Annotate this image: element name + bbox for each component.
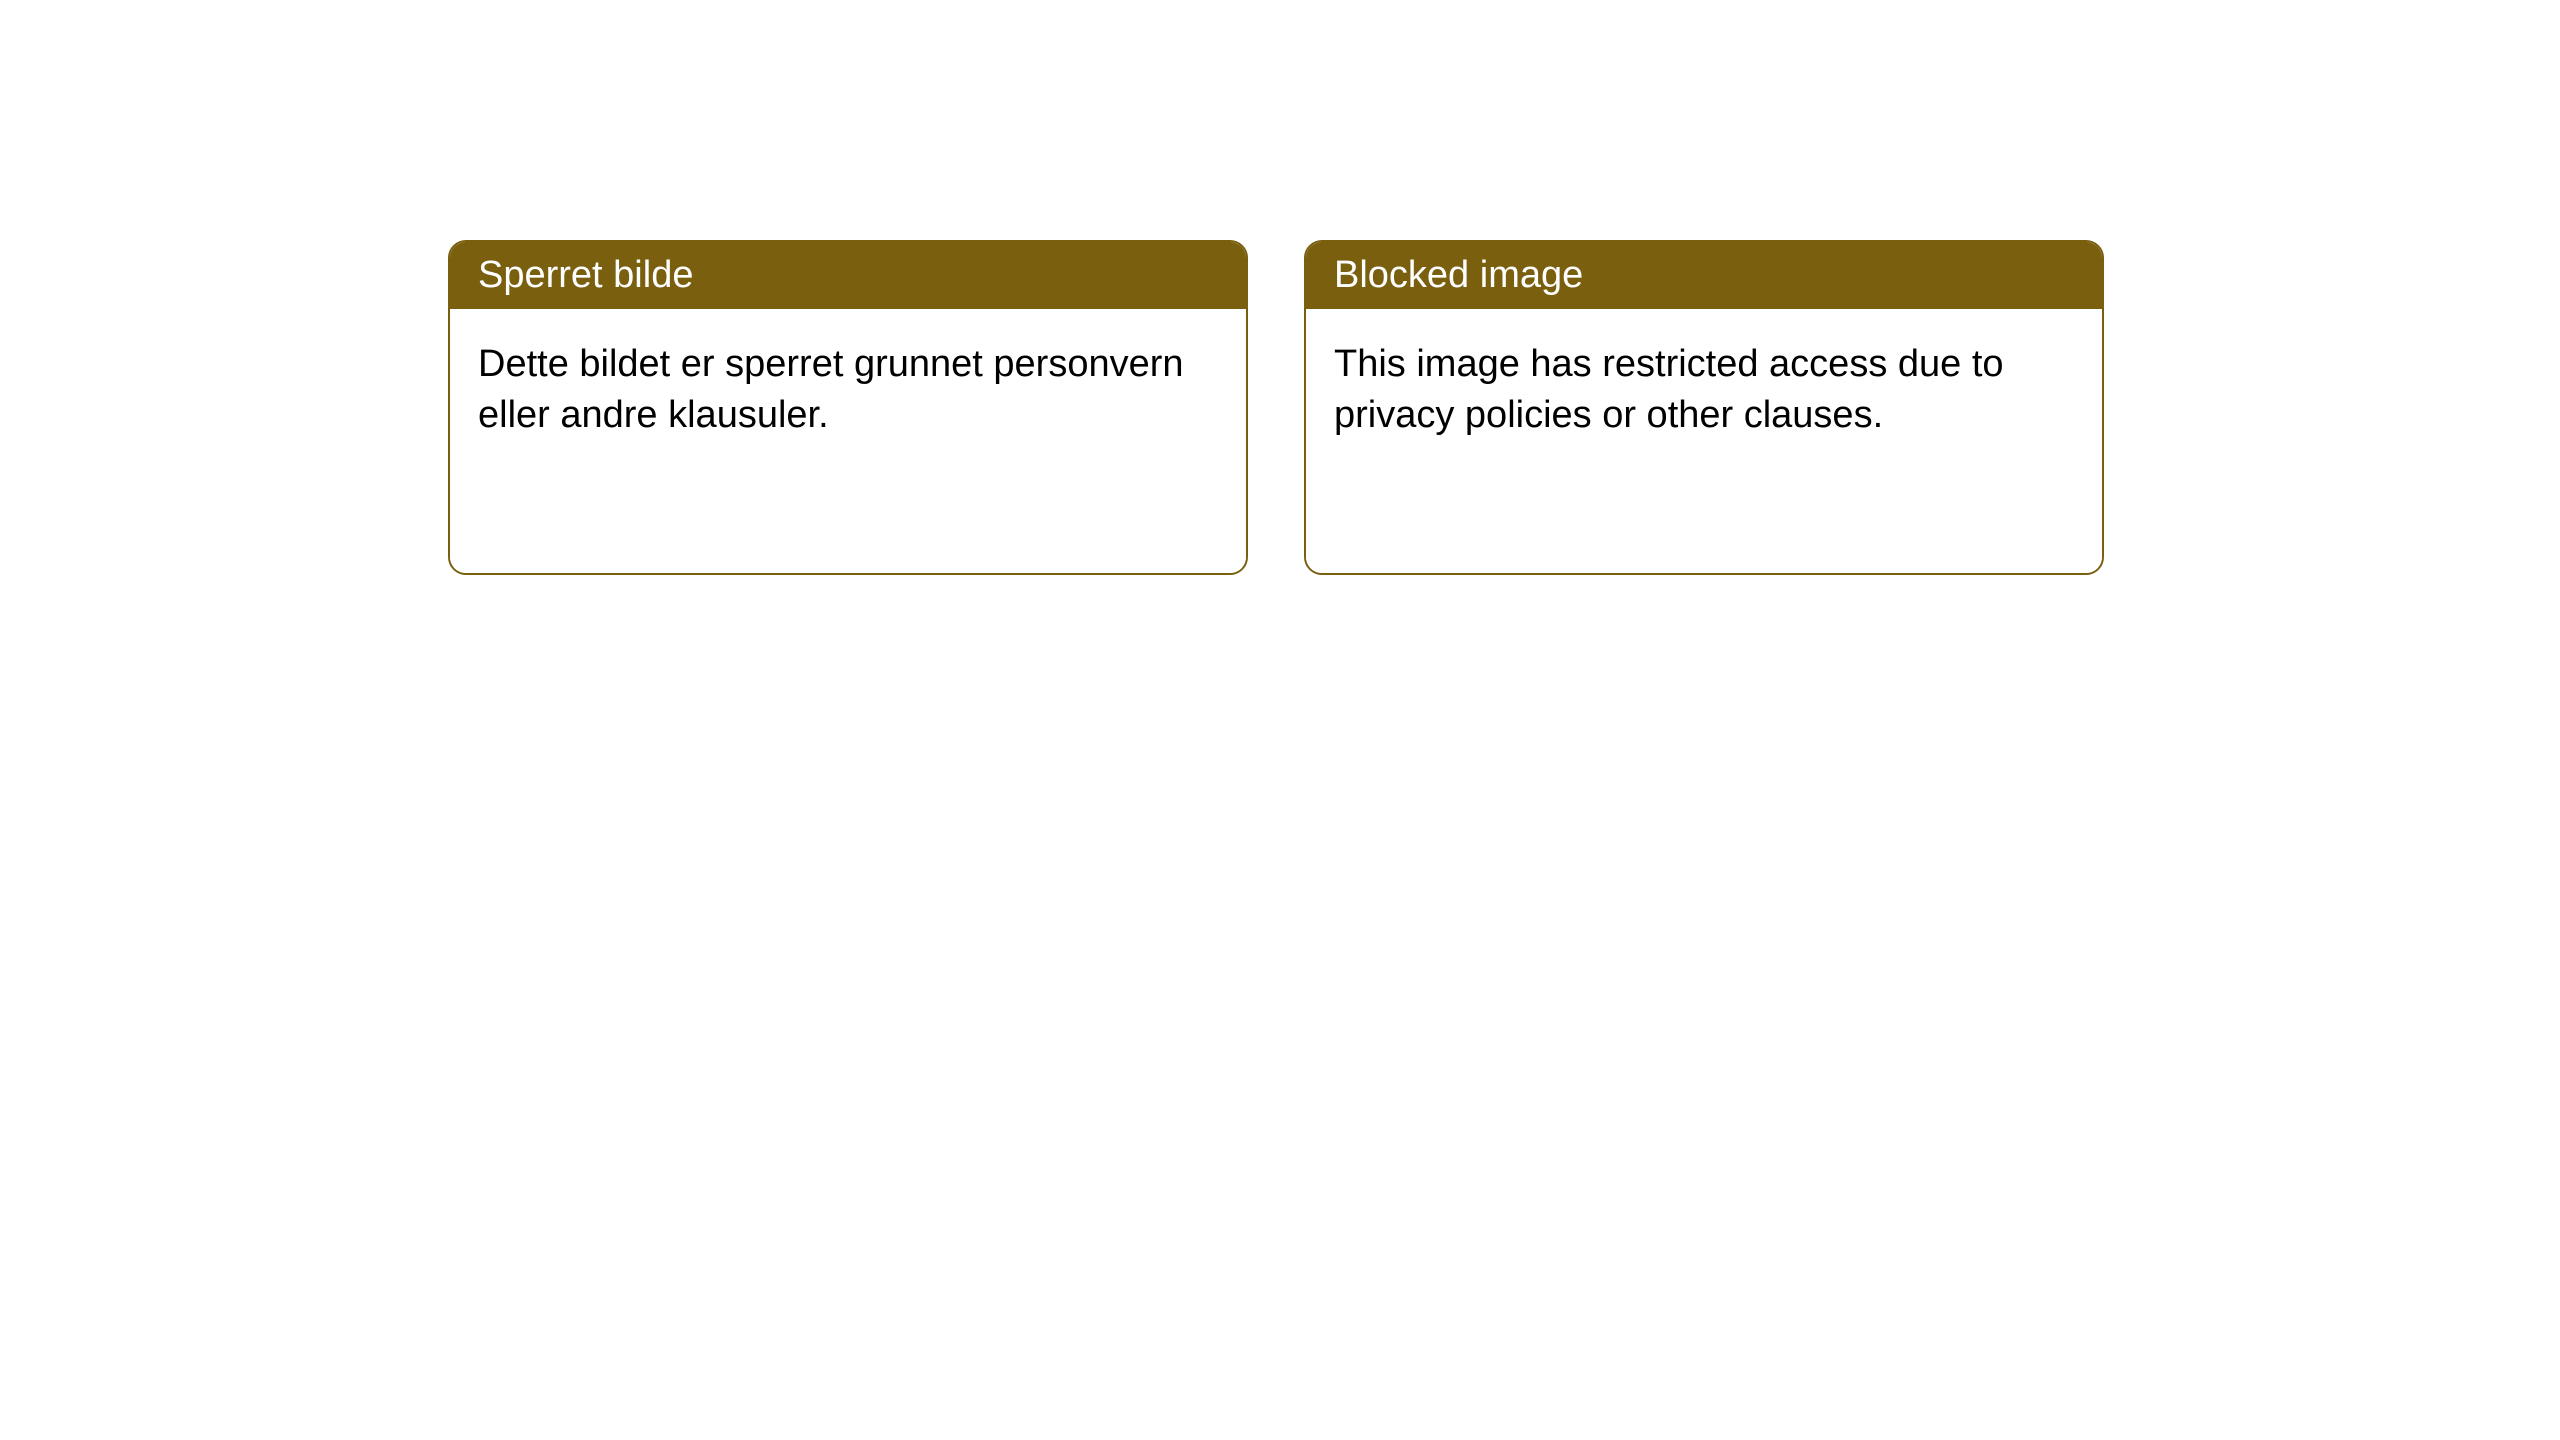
notice-body: Dette bildet er sperret grunnet personve… <box>450 309 1246 573</box>
notice-header: Sperret bilde <box>450 242 1246 309</box>
notice-body: This image has restricted access due to … <box>1306 309 2102 573</box>
notice-title: Sperret bilde <box>478 254 693 296</box>
notice-container: Sperret bilde Dette bildet er sperret gr… <box>0 0 2560 575</box>
notice-header: Blocked image <box>1306 242 2102 309</box>
notice-title: Blocked image <box>1334 254 1583 296</box>
notice-text: Dette bildet er sperret grunnet personve… <box>478 343 1184 436</box>
notice-box-english: Blocked image This image has restricted … <box>1304 240 2104 575</box>
notice-text: This image has restricted access due to … <box>1334 343 2004 436</box>
notice-box-norwegian: Sperret bilde Dette bildet er sperret gr… <box>448 240 1248 575</box>
